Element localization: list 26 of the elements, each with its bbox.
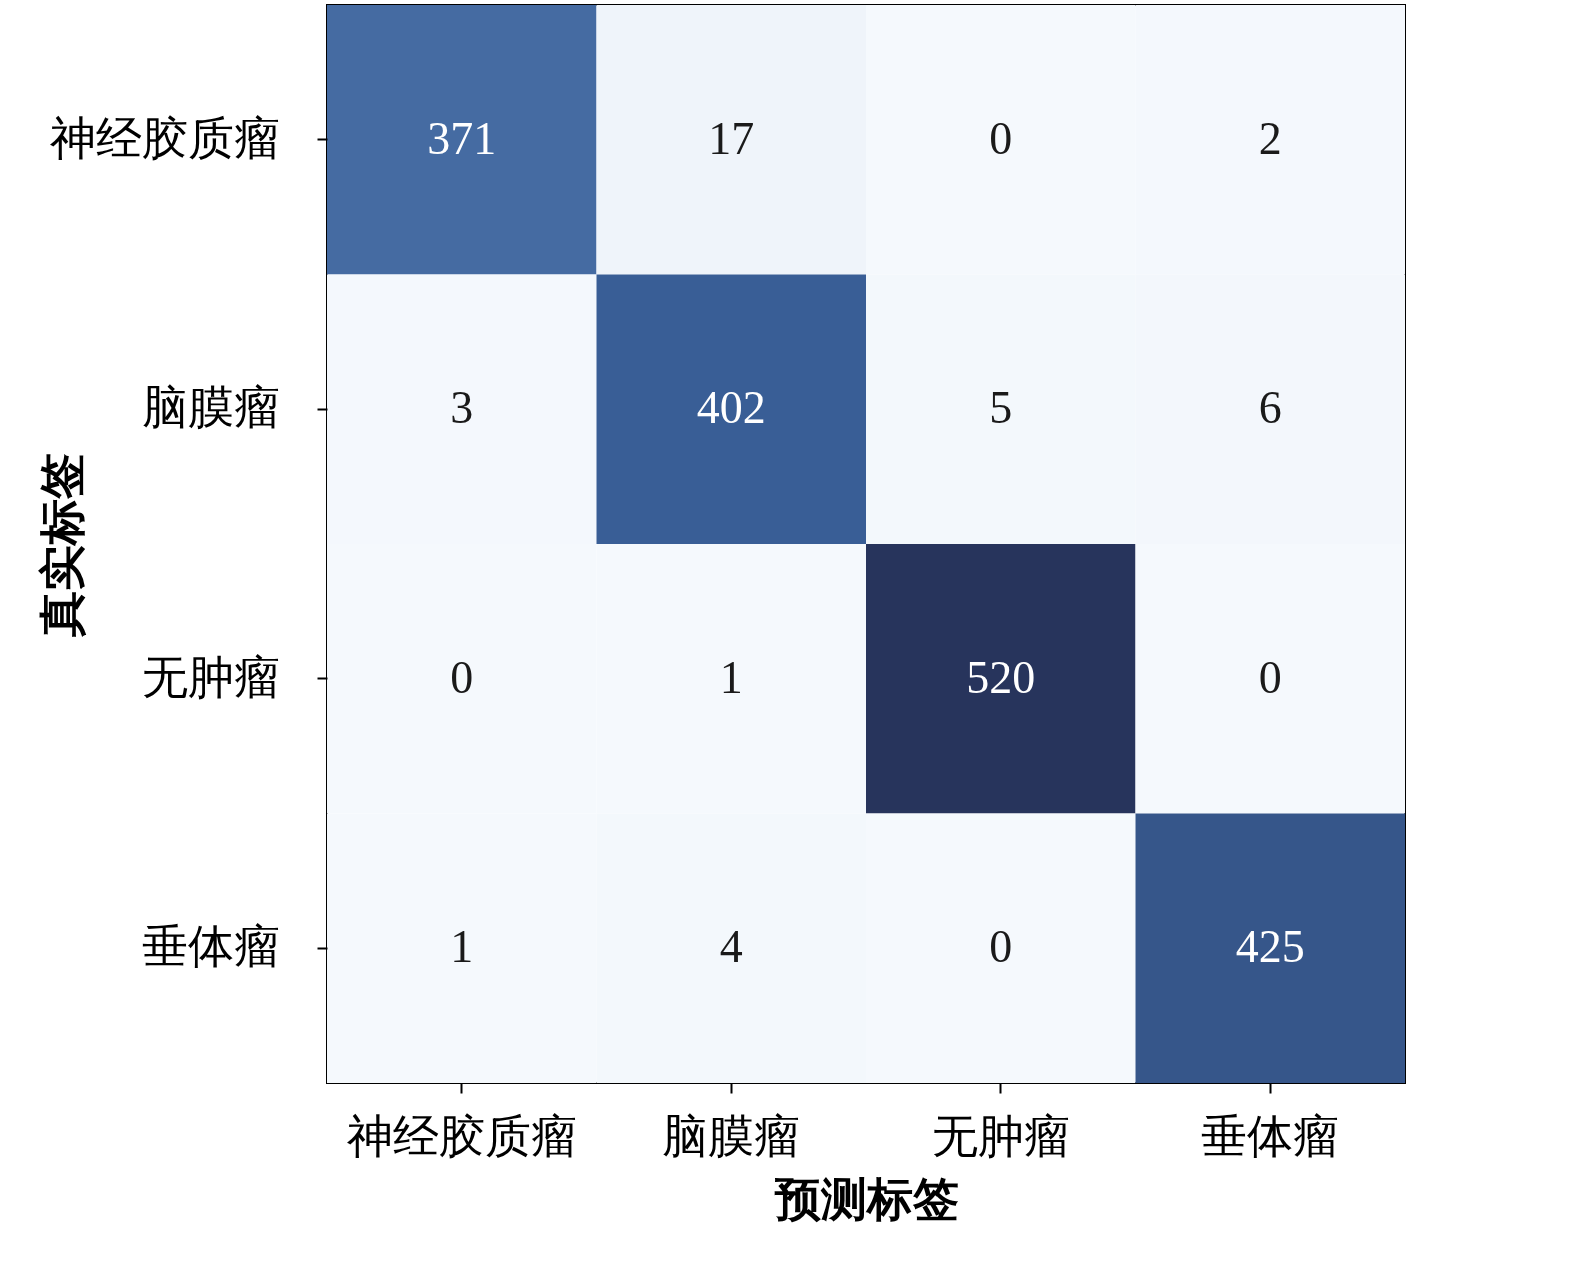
x-tick-label: 垂体瘤 <box>1201 1110 1340 1162</box>
data-label: 0 <box>450 651 474 703</box>
data-label: 402 <box>696 382 766 434</box>
x-axis-title: 预测标签 <box>773 1173 959 1225</box>
data-label: 425 <box>1235 921 1305 973</box>
data-label: 371 <box>427 112 497 164</box>
data-label: 0 <box>989 112 1013 164</box>
data-label: 0 <box>1258 651 1282 703</box>
data-label: 3 <box>450 382 474 434</box>
data-label: 17 <box>708 112 755 164</box>
x-tick-label: 神经胶质瘤 <box>346 1110 577 1162</box>
data-label: 6 <box>1258 382 1282 434</box>
y-tick-label: 无肿瘤 <box>141 651 280 703</box>
data-label: 5 <box>989 382 1013 434</box>
y-axis-title: 真实标签 <box>36 452 88 638</box>
y-tick-label: 垂体瘤 <box>141 921 280 973</box>
data-label: 1 <box>450 921 474 973</box>
data-label: 4 <box>719 921 743 973</box>
data-label: 0 <box>989 921 1013 973</box>
data-label: 520 <box>966 651 1036 703</box>
y-tick-label: 脑膜瘤 <box>141 382 280 434</box>
x-tick-label: 无肿瘤 <box>931 1110 1070 1162</box>
x-tick-label: 脑膜瘤 <box>662 1110 801 1162</box>
data-label: 1 <box>719 651 743 703</box>
y-tick-label: 神经胶质瘤 <box>49 112 280 164</box>
data-label: 2 <box>1258 112 1282 164</box>
